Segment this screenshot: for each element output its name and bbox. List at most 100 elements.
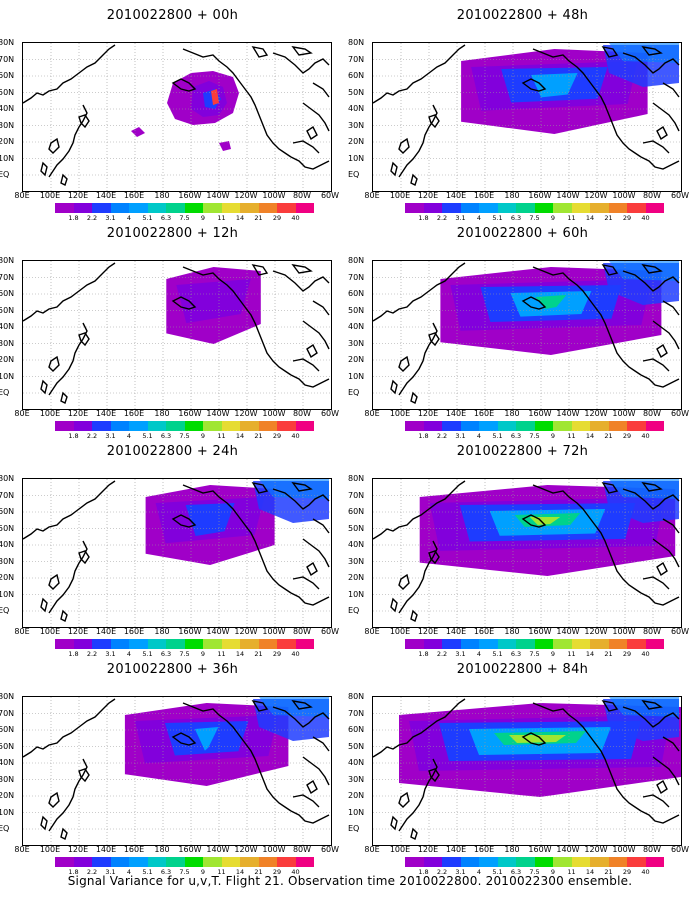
latitude-labels: 80N 70N 60N 50N 40N 30N 20N 10N EQ xyxy=(348,692,370,846)
longitude-label: 180 xyxy=(154,627,170,636)
longitude-label: 100W xyxy=(612,409,636,418)
panel-title: 2010022800 + 72h xyxy=(456,444,589,459)
colorbar-swatch xyxy=(240,857,259,867)
longitude-label: 140W xyxy=(556,845,580,854)
longitude-label: 140E xyxy=(445,627,467,636)
colorbar-label: 4 xyxy=(126,868,132,876)
latitude-label: EQ xyxy=(0,388,10,397)
coastline xyxy=(390,161,398,177)
latitude-label: 30N xyxy=(348,120,365,130)
latitude-label: 80N xyxy=(0,474,15,483)
coastline xyxy=(48,758,88,832)
coastline xyxy=(390,379,398,395)
coastline xyxy=(290,810,330,824)
colorbar-swatch xyxy=(608,421,627,431)
colorbar-swatch xyxy=(221,857,240,867)
map-panel: 2010022800 + 84h 80N 70N 60N 50N 40N 30N 20N 10N… xyxy=(348,654,695,876)
panel-title: 2010022800 + 36h xyxy=(106,662,239,677)
latitude-label: 10N xyxy=(0,153,15,163)
colorbar-swatch xyxy=(73,639,92,649)
latitude-label: 50N xyxy=(0,87,15,97)
coastline xyxy=(292,358,320,372)
coastline xyxy=(23,480,116,540)
coastline xyxy=(251,482,269,494)
longitude-labels: 80E 100E 120E 140E 160E 180 160W 140W 120W 100W 80… xyxy=(364,191,690,203)
colorbar-label: 14 xyxy=(235,868,245,876)
latitude-label: EQ xyxy=(348,388,360,397)
latitude-label: 50N xyxy=(348,741,365,751)
latitude-label: 80N xyxy=(348,474,365,483)
coastline xyxy=(410,827,418,840)
colorbar-swatch xyxy=(479,857,498,867)
coastline xyxy=(182,266,292,376)
colorbar-swatch xyxy=(55,639,74,649)
coastline xyxy=(290,156,330,170)
map-area xyxy=(22,42,332,192)
colorbar-label: 2.2 xyxy=(436,432,448,440)
colorbar-swatch xyxy=(73,857,92,867)
coastline xyxy=(532,48,642,158)
longitude-label: 140E xyxy=(95,845,117,854)
longitude-label: 160W xyxy=(178,627,202,636)
coastline xyxy=(373,480,466,540)
colorbar-label: 21 xyxy=(604,432,613,440)
longitude-label: 160W xyxy=(178,191,202,200)
colorbar-label: 7.5 xyxy=(529,432,540,440)
colorbar-swatch xyxy=(405,203,424,213)
panel-title: 2010022800 + 48h xyxy=(456,8,589,23)
longitude-label: 120W xyxy=(584,627,608,636)
colorbar-label: 40 xyxy=(291,650,300,658)
longitude-label: 160E xyxy=(123,409,145,418)
colorbar-swatch xyxy=(497,421,516,431)
longitude-label: 60W xyxy=(670,191,690,200)
colorbar-label: 5.1 xyxy=(492,432,503,440)
map-area xyxy=(372,696,682,846)
colorbar-swatch xyxy=(423,857,442,867)
colorbar-label: 1.8 xyxy=(418,432,429,440)
coastline xyxy=(373,44,466,104)
colorbar-swatch xyxy=(627,639,646,649)
coastline xyxy=(521,732,547,746)
coastline xyxy=(662,300,680,316)
longitude-label: 120E xyxy=(417,191,439,200)
colorbar-swatch xyxy=(627,421,646,431)
colorbar-swatch xyxy=(166,857,185,867)
coastline xyxy=(601,46,619,58)
latitude-label: 50N xyxy=(0,741,15,751)
longitude-label: 180 xyxy=(504,627,520,636)
longitude-label: 120E xyxy=(67,845,89,854)
coastline xyxy=(642,358,670,372)
colorbar-swatch xyxy=(55,203,74,213)
colorbar-swatch xyxy=(147,639,166,649)
colorbar-label: 3.1 xyxy=(105,868,116,876)
coastline xyxy=(410,391,418,404)
colorbar-label: 29 xyxy=(622,868,632,876)
coastline xyxy=(642,140,670,154)
longitude-label: 140W xyxy=(556,409,580,418)
colorbar-label: 9 xyxy=(200,214,206,222)
longitude-label: 100W xyxy=(612,845,636,854)
coastline xyxy=(290,374,330,388)
longitude-label: 100E xyxy=(389,191,411,200)
coastline xyxy=(428,550,440,565)
colorbar-label: 4 xyxy=(126,214,132,222)
coastline xyxy=(290,592,330,606)
coastline xyxy=(182,48,292,158)
colorbar-labels: 1.8 2.2 3.1 4 5.1 6.3 7.5 9 11 14 21 29 40 xyxy=(55,650,325,660)
longitude-label: 100E xyxy=(39,627,61,636)
panel-title: 2010022800 + 84h xyxy=(456,662,589,677)
colorbar-labels: 1.8 2.2 3.1 4 5.1 6.3 7.5 9 11 14 21 29 40 xyxy=(405,214,675,224)
coastline xyxy=(40,597,48,613)
colorbar-swatch xyxy=(92,857,111,867)
coastline xyxy=(641,700,663,710)
colorbar-label: 2.2 xyxy=(86,432,98,440)
latitude-label: EQ xyxy=(0,824,10,833)
latitude-label: EQ xyxy=(0,170,10,179)
colorbar-label: 21 xyxy=(254,432,263,440)
colorbar-label: 5.1 xyxy=(142,432,153,440)
coastline xyxy=(291,264,313,274)
coastline xyxy=(60,827,68,840)
colorbar-swatch xyxy=(295,203,314,213)
coastline xyxy=(302,320,330,350)
coastline xyxy=(622,706,680,728)
